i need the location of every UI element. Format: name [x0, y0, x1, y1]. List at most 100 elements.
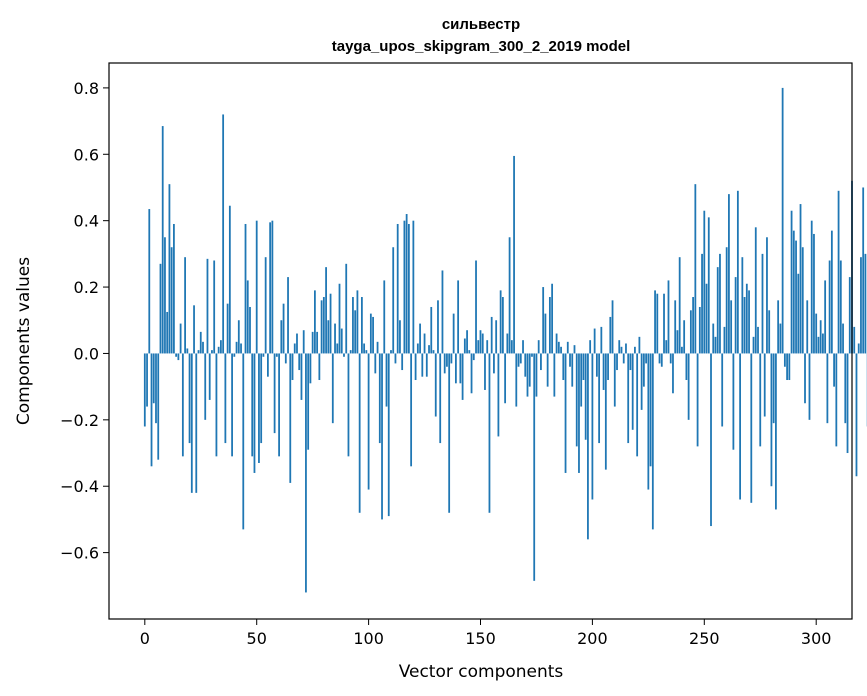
- bar: [459, 353, 462, 384]
- bar: [376, 341, 379, 354]
- bar: [454, 353, 457, 384]
- bar: [349, 350, 352, 354]
- bar: [665, 340, 668, 354]
- bar: [228, 205, 231, 354]
- bar: [269, 222, 272, 354]
- y-tick-label: 0.0: [74, 344, 99, 363]
- bar: [430, 306, 433, 354]
- y-tick-label: −0.4: [60, 477, 99, 496]
- bar: [387, 353, 390, 517]
- bar: [352, 297, 354, 354]
- bar: [383, 280, 386, 354]
- bar: [188, 353, 191, 444]
- bar: [607, 353, 609, 381]
- bar: [781, 87, 784, 354]
- bar: [296, 333, 298, 354]
- bar: [208, 353, 211, 400]
- bar: [775, 353, 777, 510]
- bar: [343, 353, 345, 357]
- bar: [150, 353, 153, 467]
- bar: [546, 353, 549, 387]
- bar: [564, 353, 567, 473]
- bar: [748, 290, 750, 354]
- y-axis-label: Components values: [14, 257, 34, 425]
- bar: [354, 310, 357, 354]
- y-tick-label: 0.6: [74, 145, 99, 164]
- bar: [721, 353, 724, 427]
- bar: [526, 353, 529, 397]
- bar: [515, 353, 518, 407]
- bar: [410, 353, 413, 467]
- y-tick-label: −0.2: [60, 411, 99, 430]
- bar: [766, 237, 768, 354]
- bar: [806, 300, 809, 354]
- bar: [199, 331, 202, 354]
- bar: [486, 340, 489, 354]
- bar: [757, 326, 759, 354]
- bar: [848, 277, 851, 354]
- bar: [396, 223, 399, 354]
- bar: [273, 353, 276, 434]
- bar: [504, 353, 507, 404]
- bar: [425, 353, 428, 377]
- bar: [287, 277, 289, 354]
- bar: [797, 273, 800, 354]
- bar: [311, 331, 314, 354]
- bar: [743, 297, 746, 354]
- bar: [193, 305, 195, 354]
- bar: [166, 311, 169, 354]
- bar: [779, 323, 782, 354]
- bar: [676, 330, 679, 354]
- bar: [736, 190, 739, 354]
- bar: [157, 353, 160, 460]
- bar: [591, 353, 594, 500]
- bar: [334, 323, 336, 354]
- bar: [725, 247, 728, 354]
- bar: [535, 353, 538, 397]
- bar: [660, 353, 663, 367]
- bar: [824, 280, 827, 354]
- bar: [419, 323, 421, 354]
- bar: [842, 323, 844, 354]
- bar: [309, 353, 312, 384]
- x-tick-label: 0: [140, 629, 150, 648]
- bar: [860, 257, 862, 354]
- bar: [233, 353, 236, 357]
- bar: [466, 330, 468, 354]
- y-tick-label: 0.2: [74, 278, 99, 297]
- bar: [452, 313, 455, 354]
- bar: [432, 350, 435, 354]
- bar: [327, 320, 330, 354]
- bar: [528, 353, 531, 387]
- bar: [815, 313, 818, 354]
- bar: [356, 290, 359, 354]
- bar: [360, 297, 363, 354]
- bar: [439, 353, 442, 444]
- bar: [403, 220, 406, 354]
- bar: [237, 320, 240, 354]
- bar: [217, 346, 220, 354]
- bar: [801, 247, 804, 354]
- bar: [271, 220, 274, 354]
- bar: [613, 353, 616, 407]
- bar: [345, 263, 348, 354]
- bar: [338, 283, 341, 354]
- bar: [390, 350, 392, 354]
- bar: [625, 343, 627, 354]
- bar: [249, 306, 251, 354]
- bar: [470, 353, 473, 394]
- bar: [457, 280, 460, 354]
- bar: [598, 353, 601, 444]
- bar: [616, 353, 618, 371]
- bar: [853, 326, 856, 354]
- bar: [524, 353, 527, 377]
- bar: [282, 303, 285, 354]
- bar: [448, 353, 451, 513]
- bar: [443, 353, 446, 374]
- bar: [548, 297, 551, 354]
- bar: [513, 155, 515, 354]
- bar: [434, 353, 437, 417]
- bar: [522, 340, 524, 354]
- bar: [790, 210, 793, 354]
